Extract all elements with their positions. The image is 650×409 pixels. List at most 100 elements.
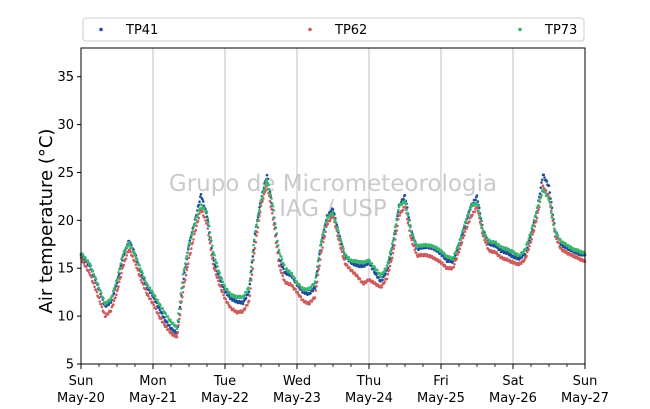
- point-TP73: [385, 264, 389, 267]
- point-TP62: [176, 331, 180, 334]
- point-TP73: [268, 188, 271, 191]
- point-TP73: [409, 229, 413, 233]
- point-TP62: [483, 238, 486, 242]
- point-TP73: [196, 212, 200, 216]
- point-TP62: [147, 294, 150, 298]
- point-TP73: [290, 271, 294, 275]
- point-TP62: [93, 285, 96, 289]
- point-TP41: [363, 265, 366, 268]
- point-TP73: [177, 312, 180, 315]
- point-TP62: [525, 254, 528, 258]
- point-TP73: [445, 254, 449, 258]
- point-TP62: [222, 293, 225, 297]
- point-TP62: [210, 254, 213, 257]
- point-TP62: [343, 258, 346, 261]
- point-TP73: [127, 241, 131, 244]
- point-TP41: [247, 290, 251, 294]
- point-TP62: [457, 250, 461, 254]
- point-TP41: [540, 181, 543, 184]
- x-tick-label-date: May-23: [273, 391, 321, 406]
- point-TP62: [551, 219, 555, 223]
- point-TP62: [386, 272, 390, 276]
- point-TP62: [403, 205, 407, 209]
- point-TP62: [87, 269, 90, 272]
- point-TP73: [111, 293, 114, 297]
- point-TP62: [209, 248, 213, 251]
- point-TP73: [264, 183, 267, 186]
- point-TP62: [100, 305, 104, 309]
- point-TP62: [308, 302, 312, 305]
- point-TP62: [328, 219, 332, 223]
- point-TP62: [106, 313, 110, 316]
- point-TP62: [395, 229, 399, 232]
- point-TP62: [409, 236, 413, 240]
- point-TP73: [361, 262, 365, 265]
- point-TP41: [543, 176, 546, 179]
- point-TP73: [97, 286, 101, 290]
- point-TP62: [270, 208, 273, 211]
- point-TP73: [139, 267, 142, 270]
- point-TP62: [248, 294, 252, 298]
- point-TP62: [388, 264, 392, 268]
- point-TP41: [244, 296, 248, 300]
- x-tick-label-date: May-25: [417, 391, 465, 406]
- point-TP62: [371, 279, 375, 283]
- point-TP62: [181, 291, 185, 294]
- point-TP41: [197, 203, 201, 207]
- point-TP73: [207, 221, 210, 224]
- point-TP41: [242, 299, 246, 303]
- point-TP73: [172, 321, 175, 325]
- point-TP62: [468, 220, 471, 223]
- point-TP73: [113, 286, 117, 290]
- point-TP73: [345, 254, 348, 258]
- point-TP73: [378, 271, 381, 275]
- point-TP73: [529, 233, 532, 236]
- point-TP73: [313, 282, 316, 286]
- point-TP73: [556, 234, 560, 237]
- point-TP73: [176, 319, 180, 322]
- y-tick-label: 15: [57, 262, 74, 277]
- point-TP73: [112, 289, 115, 293]
- point-TP73: [92, 273, 96, 276]
- x-tick-label-date: May-20: [57, 391, 105, 406]
- point-TP73: [206, 217, 210, 220]
- point-TP73: [188, 241, 192, 244]
- point-TP62: [95, 290, 99, 294]
- point-TP73: [208, 231, 212, 234]
- point-TP73: [553, 229, 557, 233]
- point-TP73: [223, 285, 227, 288]
- point-TP41: [406, 206, 409, 209]
- point-TP62: [255, 230, 259, 234]
- x-tick-label-date: May-26: [489, 391, 537, 406]
- point-TP62: [120, 271, 123, 275]
- point-TP73: [187, 245, 190, 249]
- point-TP73: [118, 266, 122, 270]
- point-TP41: [166, 321, 169, 324]
- point-TP62: [182, 285, 186, 288]
- point-TP73: [332, 214, 336, 217]
- point-TP62: [144, 288, 147, 291]
- point-TP73: [295, 280, 299, 283]
- point-TP73: [259, 203, 262, 207]
- point-TP62: [323, 235, 327, 238]
- point-TP62: [520, 262, 523, 266]
- point-TP62: [321, 246, 324, 249]
- point-TP73: [389, 249, 393, 253]
- point-TP73: [166, 315, 170, 318]
- point-TP73: [343, 251, 346, 254]
- point-TP73: [156, 298, 159, 302]
- point-TP73: [412, 234, 415, 238]
- point-TP62: [216, 276, 219, 280]
- point-TP73: [255, 223, 258, 226]
- point-TP73: [211, 244, 214, 248]
- point-TP73: [397, 205, 401, 209]
- point-TP41: [265, 173, 269, 177]
- point-TP62: [191, 241, 195, 244]
- point-TP73: [298, 284, 302, 287]
- point-TP73: [265, 178, 269, 182]
- point-TP62: [94, 288, 98, 292]
- point-TP41: [520, 256, 524, 259]
- point-TP73: [184, 262, 187, 265]
- point-TP73: [117, 271, 120, 274]
- point-TP41: [115, 281, 119, 285]
